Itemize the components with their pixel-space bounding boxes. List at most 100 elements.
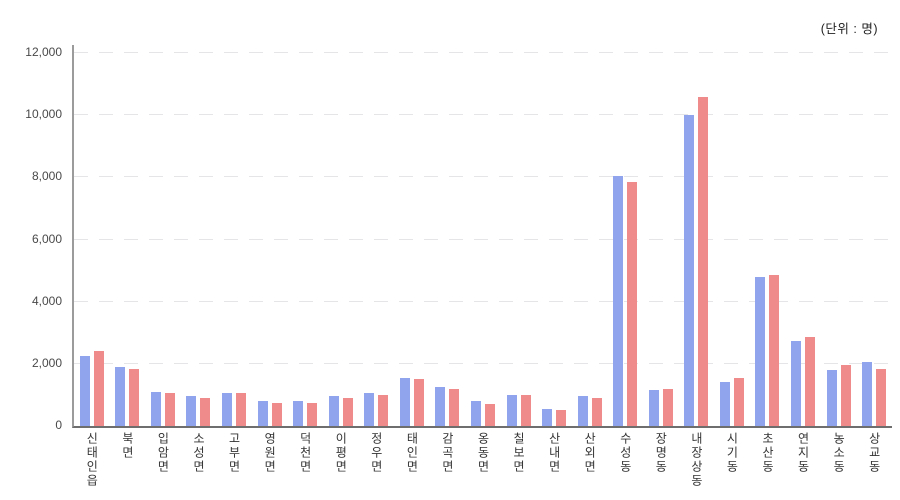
bar [577,396,588,426]
x-axis-category-label: 고부면 [227,432,242,474]
y-axis-tick-label: 0 [55,418,62,432]
x-axis-label-cell: 칠보면 [501,432,537,488]
bar [449,388,460,426]
bar [79,356,90,426]
x-axis-label-cell: 시기동 [714,432,750,488]
bar-group [679,96,715,426]
bar-group [359,393,395,426]
bar-group [572,396,608,426]
bar-group [145,391,181,426]
x-axis-label-cell: 이평면 [323,432,359,488]
x-axis-label-cell: 입암면 [145,432,181,488]
x-axis-category-label: 덕천면 [298,432,313,474]
bar [150,391,161,426]
bar [378,394,389,426]
bar [613,175,624,426]
bar-group [856,362,892,426]
x-axis-label-cell: 영원면 [252,432,288,488]
bar [328,396,339,426]
bar-group [287,401,323,426]
bar-group [821,365,857,426]
bar [435,387,446,426]
bar-group [323,396,359,426]
y-axis-tick-label: 12,000 [25,45,62,59]
x-axis-category-label: 시기동 [724,432,739,474]
bar [791,340,802,426]
bar-group [501,394,537,426]
bar [840,365,851,426]
x-axis-label-cell: 고부면 [216,432,252,488]
x-axis-category-label: 초산동 [760,432,775,474]
x-axis-label-cell: 북면 [110,432,146,488]
x-axis-category-label: 영원면 [262,432,277,474]
x-axis-category-label: 연지동 [796,432,811,474]
x-axis-label-cell: 옹동면 [465,432,501,488]
bar-group [216,393,252,426]
x-axis-label-cell: 태인면 [394,432,430,488]
bar-group [643,388,679,426]
bar [862,362,873,426]
x-axis-category-label: 입암면 [155,432,170,474]
bar [93,351,104,426]
bar [826,370,837,426]
bar-group [394,377,430,426]
bar [364,393,375,426]
bar-group [430,387,466,426]
x-axis-category-label: 이평면 [333,432,348,474]
bar-group [750,275,786,426]
bar [293,401,304,426]
x-axis-category-label: 칠보면 [511,432,526,474]
bars-row [74,53,892,426]
bar [257,401,268,426]
x-axis-label-cell: 상교동 [856,432,892,488]
bar [186,396,197,426]
bar [413,379,424,426]
bar [648,390,659,426]
bar [470,401,481,426]
bar [271,402,282,426]
x-axis-label-cell: 신태인읍 [74,432,110,488]
bar-group [785,337,821,426]
gridline [74,362,892,364]
bar [627,182,638,426]
x-axis-category-label: 감곡면 [440,432,455,474]
bar [129,368,140,426]
bar-group [714,377,750,426]
x-axis-category-label: 상교동 [867,432,882,474]
chart-plot-area: 0 2,000 4,000 6,000 8,000 10,000 12,000 [25,45,892,432]
bar [342,398,353,426]
bar-group [181,396,217,426]
x-axis-label-cell: 덕천면 [287,432,323,488]
bar-group [536,408,572,426]
x-axis-category-label: 장명동 [653,432,668,474]
gridline [74,176,892,178]
x-axis-label-cell: 감곡면 [430,432,466,488]
x-axis-category-label: 농소동 [831,432,846,474]
bar [164,393,175,426]
x-axis-label-cell: 산외면 [572,432,608,488]
y-axis-tick-label: 6,000 [31,231,62,246]
bar [591,398,602,426]
unit-label: (단위 : 명) [820,22,878,36]
bar [556,410,567,426]
bar [506,394,517,426]
bar [684,115,695,426]
gridline [74,114,892,116]
bar-group [110,366,146,426]
y-axis-tick-label: 10,000 [25,107,62,122]
x-axis-label-cell: 장명동 [643,432,679,488]
bar-group [74,351,110,426]
y-axis-tick-label: 2,000 [31,355,62,370]
x-axis-label-cell: 산내면 [536,432,572,488]
bar [876,368,887,426]
gridline [74,300,892,302]
bar [399,377,410,426]
bar-group [465,401,501,426]
x-axis-category-label: 북면 [120,432,135,460]
x-axis-category-label: 내장상동 [689,432,704,488]
x-axis-category-label: 소성면 [191,432,206,474]
bar [115,366,126,426]
bar-group [607,175,643,426]
grid-area: 0 2,000 4,000 6,000 8,000 10,000 12,000 [25,45,892,432]
gridline [74,52,892,53]
